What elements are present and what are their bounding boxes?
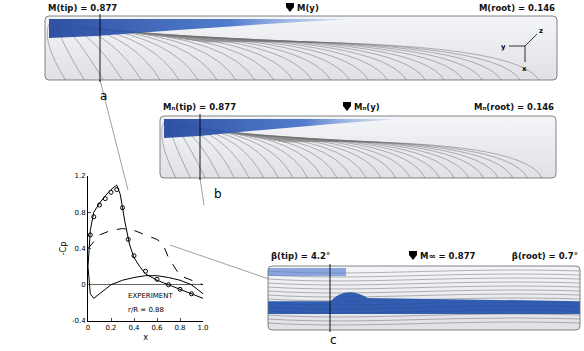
svg-text:0.8: 0.8 (74, 209, 85, 217)
svg-text:1.2: 1.2 (74, 172, 85, 180)
svg-text:r/R = 0.88: r/R = 0.88 (128, 306, 164, 314)
svg-text:0.4: 0.4 (128, 324, 140, 332)
svg-text:β(root) = 0.7°: β(root) = 0.7° (512, 251, 578, 261)
svg-text:M(y): M(y) (297, 3, 319, 13)
svg-text:0: 0 (86, 324, 90, 332)
svg-text:-Cp: -Cp (59, 242, 68, 256)
svg-text:Mₙ(root) = 0.146: Mₙ(root) = 0.146 (474, 102, 554, 112)
svg-text:b: b (214, 187, 222, 201)
svg-text:x: x (143, 333, 148, 342)
svg-text:0.4: 0.4 (74, 245, 86, 253)
svg-text:0.2: 0.2 (105, 324, 116, 332)
svg-text:Mₙ(y): Mₙ(y) (354, 102, 380, 112)
svg-text:1.0: 1.0 (197, 324, 208, 332)
svg-text:a: a (100, 89, 107, 103)
svg-text:M(root) = 0.146: M(root) = 0.146 (479, 3, 555, 13)
svg-text:c: c (330, 333, 337, 347)
svg-text:Mₙ(tip) = 0.877: Mₙ(tip) = 0.877 (163, 102, 236, 112)
svg-text:0.8: 0.8 (174, 324, 185, 332)
svg-text:z: z (539, 27, 543, 35)
svg-text:EXPERIMENT: EXPERIMENT (128, 292, 173, 300)
svg-text:M(tip) = 0.877: M(tip) = 0.877 (48, 3, 117, 13)
svg-text:x: x (522, 65, 527, 73)
svg-text:y: y (501, 43, 506, 51)
svg-text:-0.4: -0.4 (72, 317, 86, 325)
svg-text:β(tip) = 4.2°: β(tip) = 4.2° (271, 251, 330, 261)
svg-text:M∞ = 0.877: M∞ = 0.877 (420, 251, 476, 261)
svg-text:0.6: 0.6 (151, 324, 163, 332)
svg-text:0: 0 (81, 281, 85, 289)
